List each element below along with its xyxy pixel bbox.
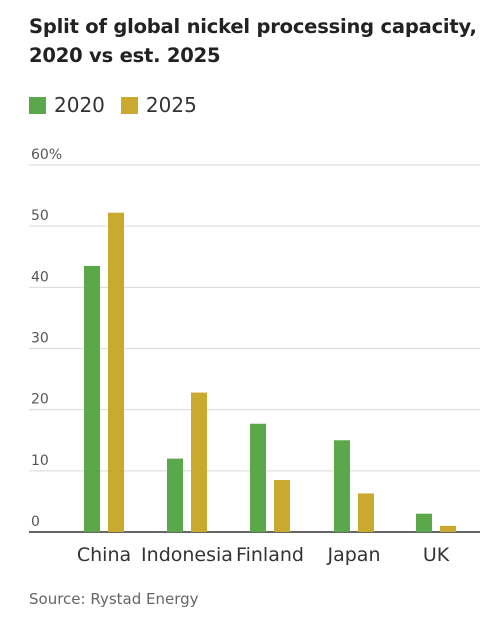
bar-uk-2025 (440, 525, 456, 532)
bar-indonesia-2020 (167, 458, 183, 532)
x-tick-labels: China Indonesia Finland Japan UK (77, 544, 450, 566)
x-tick-label: Finland (236, 544, 304, 566)
bar-uk-2020 (416, 513, 432, 532)
bar-indonesia-2025 (191, 392, 207, 532)
y-tick-label: 40 (31, 269, 49, 285)
x-tick-label: China (77, 544, 131, 566)
bar-china-2025 (108, 212, 124, 532)
chart-title: Split of global nickel processing capaci… (29, 15, 477, 67)
legend-swatch-2020 (29, 96, 46, 114)
x-tick-label: UK (423, 544, 450, 566)
y-tick-label: 10 (31, 453, 49, 469)
bars (84, 212, 456, 532)
y-tick-labels: 0 10 20 30 40 50 60% (31, 147, 62, 530)
x-tick-label: Japan (327, 544, 381, 566)
legend: 2020 2025 (29, 93, 213, 117)
y-tick-label: 0 (31, 514, 40, 530)
y-tick-label: 50 (31, 208, 49, 224)
legend-item-2020: 2020 (29, 93, 105, 117)
y-tick-label: 20 (31, 392, 49, 408)
source-note: Source: Rystad Energy (29, 590, 199, 608)
legend-swatch-2025 (120, 96, 138, 114)
bar-finland-2020 (250, 423, 266, 532)
x-tick-label: Indonesia (141, 544, 233, 566)
y-tick-label: 30 (31, 331, 49, 347)
legend-item-2025: 2025 (120, 93, 197, 117)
y-tick-label: 60% (31, 147, 62, 163)
legend-label-2020: 2020 (54, 93, 105, 117)
bar-finland-2025 (274, 480, 290, 532)
bar-japan-2025 (358, 493, 374, 532)
bar-japan-2020 (334, 440, 350, 532)
legend-label-2025: 2025 (145, 93, 197, 117)
bar-china-2020 (84, 265, 100, 532)
